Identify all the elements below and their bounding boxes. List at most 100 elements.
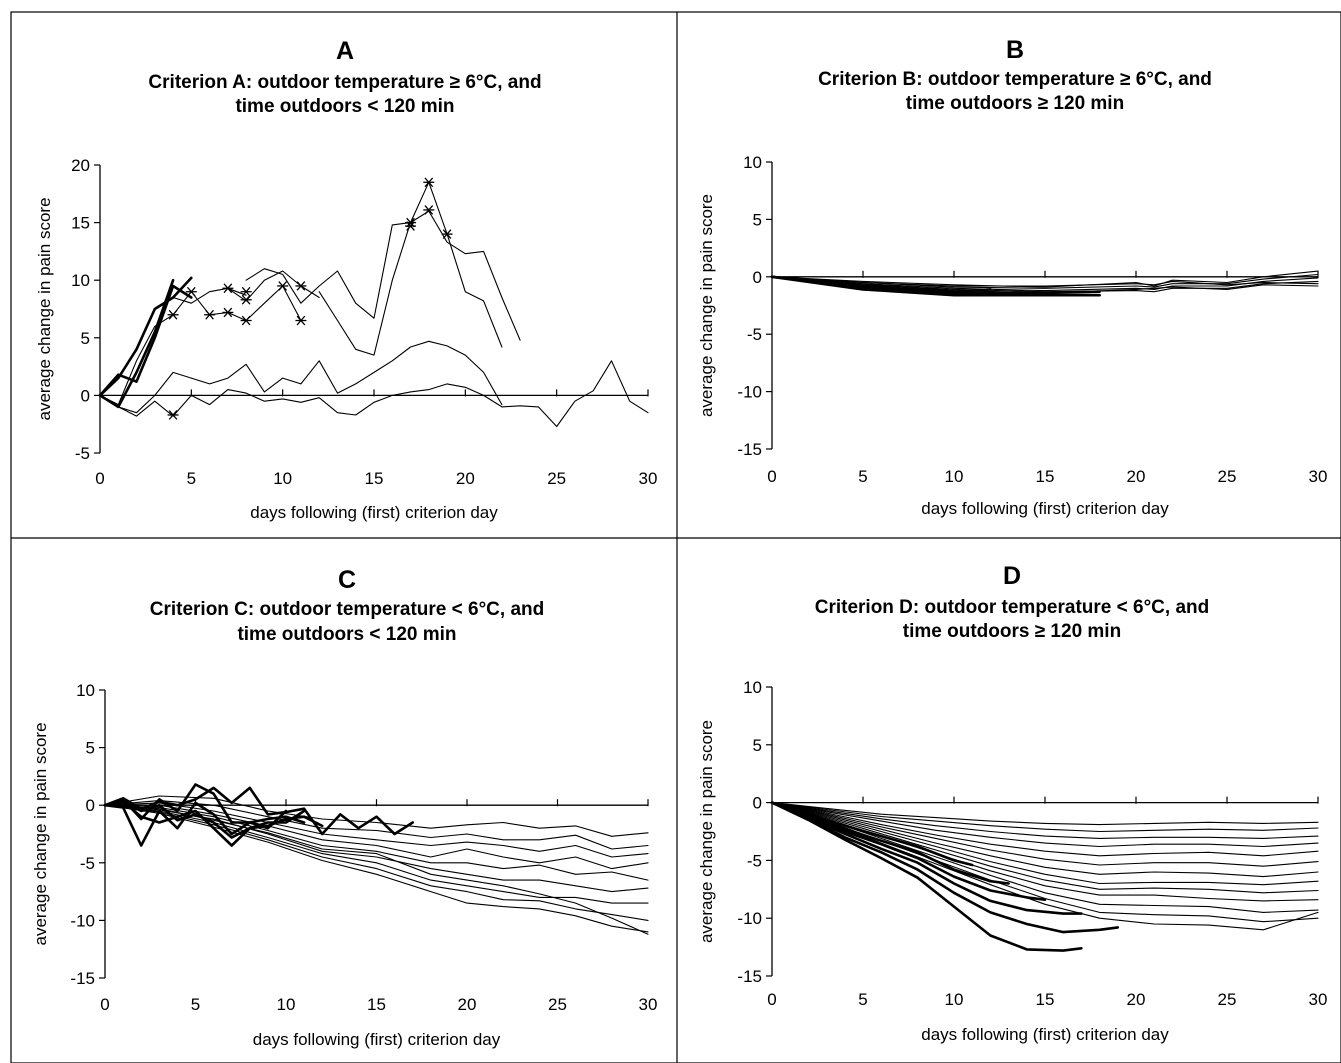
x-tick-label: 0 <box>767 467 776 486</box>
series-line <box>104 795 649 837</box>
x-tick-label: 30 <box>1309 467 1328 486</box>
panel-subtitle: time outdoors < 120 min <box>235 96 454 117</box>
y-tick-label: -5 <box>75 444 90 463</box>
panel-letter: D <box>1003 562 1021 590</box>
y-tick-label: 5 <box>86 739 95 758</box>
asterisk-marker <box>240 286 252 297</box>
y-tick-label: 10 <box>743 153 762 172</box>
series-line <box>104 802 649 858</box>
panel-title: Criterion C: outdoor temperature < 6°C, … <box>150 599 545 620</box>
series-line <box>770 801 1083 915</box>
asterisk-marker <box>167 309 179 320</box>
marker-stroke <box>223 283 233 294</box>
panel-b: B Criterion B: outdoor temperature ≥ 6°C,… <box>697 36 1327 518</box>
series-line <box>104 804 649 921</box>
y-tick-label: -10 <box>70 911 95 930</box>
asterisk-marker <box>295 315 307 326</box>
series-line <box>99 285 302 406</box>
y-tick-label: 0 <box>86 796 95 815</box>
series-line <box>770 801 1120 934</box>
y-tick-label: -5 <box>747 325 762 344</box>
panel-d: D Criterion D: outdoor temperature < 6°C,… <box>697 562 1327 1044</box>
series-line <box>771 276 1319 294</box>
x-tick-label: 25 <box>547 469 566 488</box>
y-axis-label: average change in pain score <box>35 197 54 420</box>
asterisk-marker <box>295 281 307 291</box>
asterisk-marker <box>222 307 234 318</box>
y-tick-label: 5 <box>81 329 90 348</box>
marker-stroke <box>168 410 178 420</box>
panel-title: Criterion D: outdoor temperature < 6°C, … <box>815 597 1210 618</box>
panel-title: Criterion B: outdoor temperature ≥ 6°C, … <box>818 69 1212 90</box>
x-tick-label: 5 <box>187 469 196 488</box>
panel-subtitle: time outdoors ≥ 120 min <box>903 621 1121 642</box>
series-line <box>771 802 1319 839</box>
y-tick-label: 5 <box>753 210 762 229</box>
y-tick-label: -5 <box>80 854 95 873</box>
x-tick-label: 30 <box>639 995 658 1014</box>
marker-stroke <box>186 286 196 297</box>
asterisk-marker <box>222 283 234 294</box>
x-axis-label: days following (first) criterion day <box>921 1025 1169 1044</box>
series-line <box>771 802 1319 894</box>
series-line <box>771 276 1319 287</box>
asterisk-marker <box>240 294 252 305</box>
asterisk-marker <box>277 281 289 291</box>
series-line <box>770 275 1101 297</box>
x-tick-label: 20 <box>1127 990 1146 1009</box>
asterisk-marker <box>167 410 179 420</box>
panel-subtitle: time outdoors ≥ 120 min <box>906 93 1124 114</box>
x-tick-label: 10 <box>945 467 964 486</box>
x-axis-label: days following (first) criterion day <box>250 503 498 522</box>
panel-letter: C <box>338 566 356 594</box>
series-line <box>771 802 1319 833</box>
x-tick-label: 10 <box>277 995 296 1014</box>
series-line <box>771 802 1319 848</box>
panel-a: A Criterion A: outdoor temperature ≥ 6°C,… <box>35 37 657 522</box>
x-tick-label: 10 <box>273 469 292 488</box>
asterisk-marker <box>423 205 435 215</box>
marker-stroke <box>406 221 415 231</box>
series-line <box>104 804 649 933</box>
asterisk-marker <box>423 177 435 188</box>
series-line <box>104 804 649 904</box>
panel-letter: A <box>336 37 354 65</box>
marker-stroke <box>205 309 214 320</box>
x-tick-label: 0 <box>100 995 109 1014</box>
series-line <box>771 802 1319 826</box>
y-tick-label: -5 <box>747 851 762 870</box>
series-line <box>104 804 649 870</box>
asterisk-marker <box>405 221 417 231</box>
x-tick-label: 0 <box>767 990 776 1009</box>
asterisk-marker <box>441 229 453 239</box>
marker-stroke <box>442 229 452 239</box>
panel-c: C Criterion C: outdoor temperature < 6°C,… <box>31 566 657 1049</box>
series-line <box>318 181 503 356</box>
x-tick-label: 10 <box>945 990 964 1009</box>
y-tick-label: 0 <box>753 268 762 287</box>
x-tick-label: 15 <box>1036 990 1055 1009</box>
y-tick-label: 10 <box>76 681 95 700</box>
series-line <box>99 360 649 428</box>
y-tick-label: 10 <box>743 678 762 697</box>
series-line <box>227 270 320 302</box>
series-line <box>98 276 193 397</box>
marker-stroke <box>424 205 434 215</box>
series-line <box>771 802 1319 878</box>
x-tick-label: 15 <box>1036 467 1055 486</box>
series-line <box>103 801 288 847</box>
series-line <box>104 804 649 881</box>
y-tick-label: 15 <box>71 214 90 233</box>
y-axis-label: average change in pain score <box>697 720 716 943</box>
series-line <box>771 802 1319 931</box>
asterisk-marker <box>185 286 197 297</box>
y-tick-label: 0 <box>81 386 90 405</box>
series-line <box>99 340 503 414</box>
series-line <box>104 804 649 893</box>
series-line <box>104 804 649 935</box>
series-line <box>771 802 1319 886</box>
marker-stroke <box>223 307 233 318</box>
panel-letter: B <box>1006 36 1024 64</box>
marker-stroke <box>296 315 306 326</box>
y-tick-label: -10 <box>737 909 762 928</box>
